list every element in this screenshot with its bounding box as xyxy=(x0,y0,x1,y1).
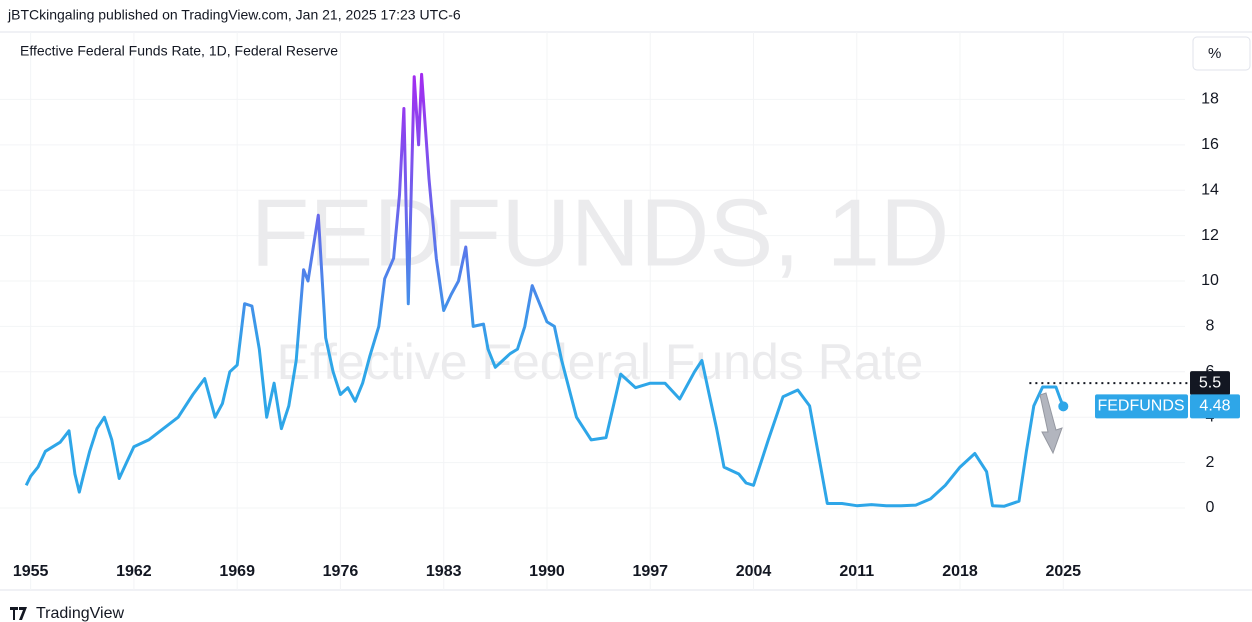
header: jBTCkingaling published on TradingView.c… xyxy=(7,7,461,23)
x-tick-label: 1969 xyxy=(219,563,255,580)
x-tick-label: 2011 xyxy=(839,563,874,580)
last-value-tag xyxy=(1190,394,1240,419)
x-tick-label: 1976 xyxy=(323,563,359,580)
y-tick-label: 18 xyxy=(1201,91,1219,108)
y-tick-label: 2 xyxy=(1206,454,1215,471)
watermark: FEDFUNDS, 1D xyxy=(251,179,950,286)
chart-title: Effective Federal Funds Rate, 1D, Federa… xyxy=(20,43,338,59)
y-tick-label: 8 xyxy=(1206,318,1215,335)
logo-icon xyxy=(10,607,27,620)
x-tick-label: 1962 xyxy=(116,563,152,580)
line xyxy=(24,72,1065,508)
y-tick-label: 12 xyxy=(1201,227,1219,244)
series-name-label: FEDFUNDS xyxy=(1097,398,1184,415)
grid: 0246810121416181955196219691976198319901… xyxy=(0,32,1219,590)
price-tag xyxy=(1190,371,1230,396)
y-tick-label: 0 xyxy=(1206,499,1215,516)
tags: 5.5 FEDFUNDS 4.48 xyxy=(1029,371,1240,419)
unit-button[interactable] xyxy=(1192,36,1251,71)
watermark-subtitle: Effective Federal Funds Rate xyxy=(277,334,924,390)
last-value-label: 4.48 xyxy=(1199,398,1230,415)
y-tick-label: 16 xyxy=(1201,136,1219,153)
last-point xyxy=(1058,401,1069,412)
plot xyxy=(24,72,1069,508)
x-tick-label: 2004 xyxy=(736,563,772,580)
x-tick-label: 2025 xyxy=(1045,563,1081,580)
footer: TradingView xyxy=(36,605,124,622)
price-tag-label: 5.5 xyxy=(1199,374,1221,391)
y-tick-label: 10 xyxy=(1201,272,1219,289)
x-tick-label: 1955 xyxy=(13,563,49,580)
x-tick-label: 2018 xyxy=(942,563,978,580)
unit-label[interactable]: % xyxy=(1208,45,1221,62)
x-tick-label: 1997 xyxy=(632,563,668,580)
series-name-tag xyxy=(1095,394,1188,419)
y-tick-label: 14 xyxy=(1201,181,1219,198)
x-tick-label: 1983 xyxy=(426,563,462,580)
x-tick-label: 1990 xyxy=(529,563,565,580)
arrow-annotation xyxy=(1039,392,1063,455)
